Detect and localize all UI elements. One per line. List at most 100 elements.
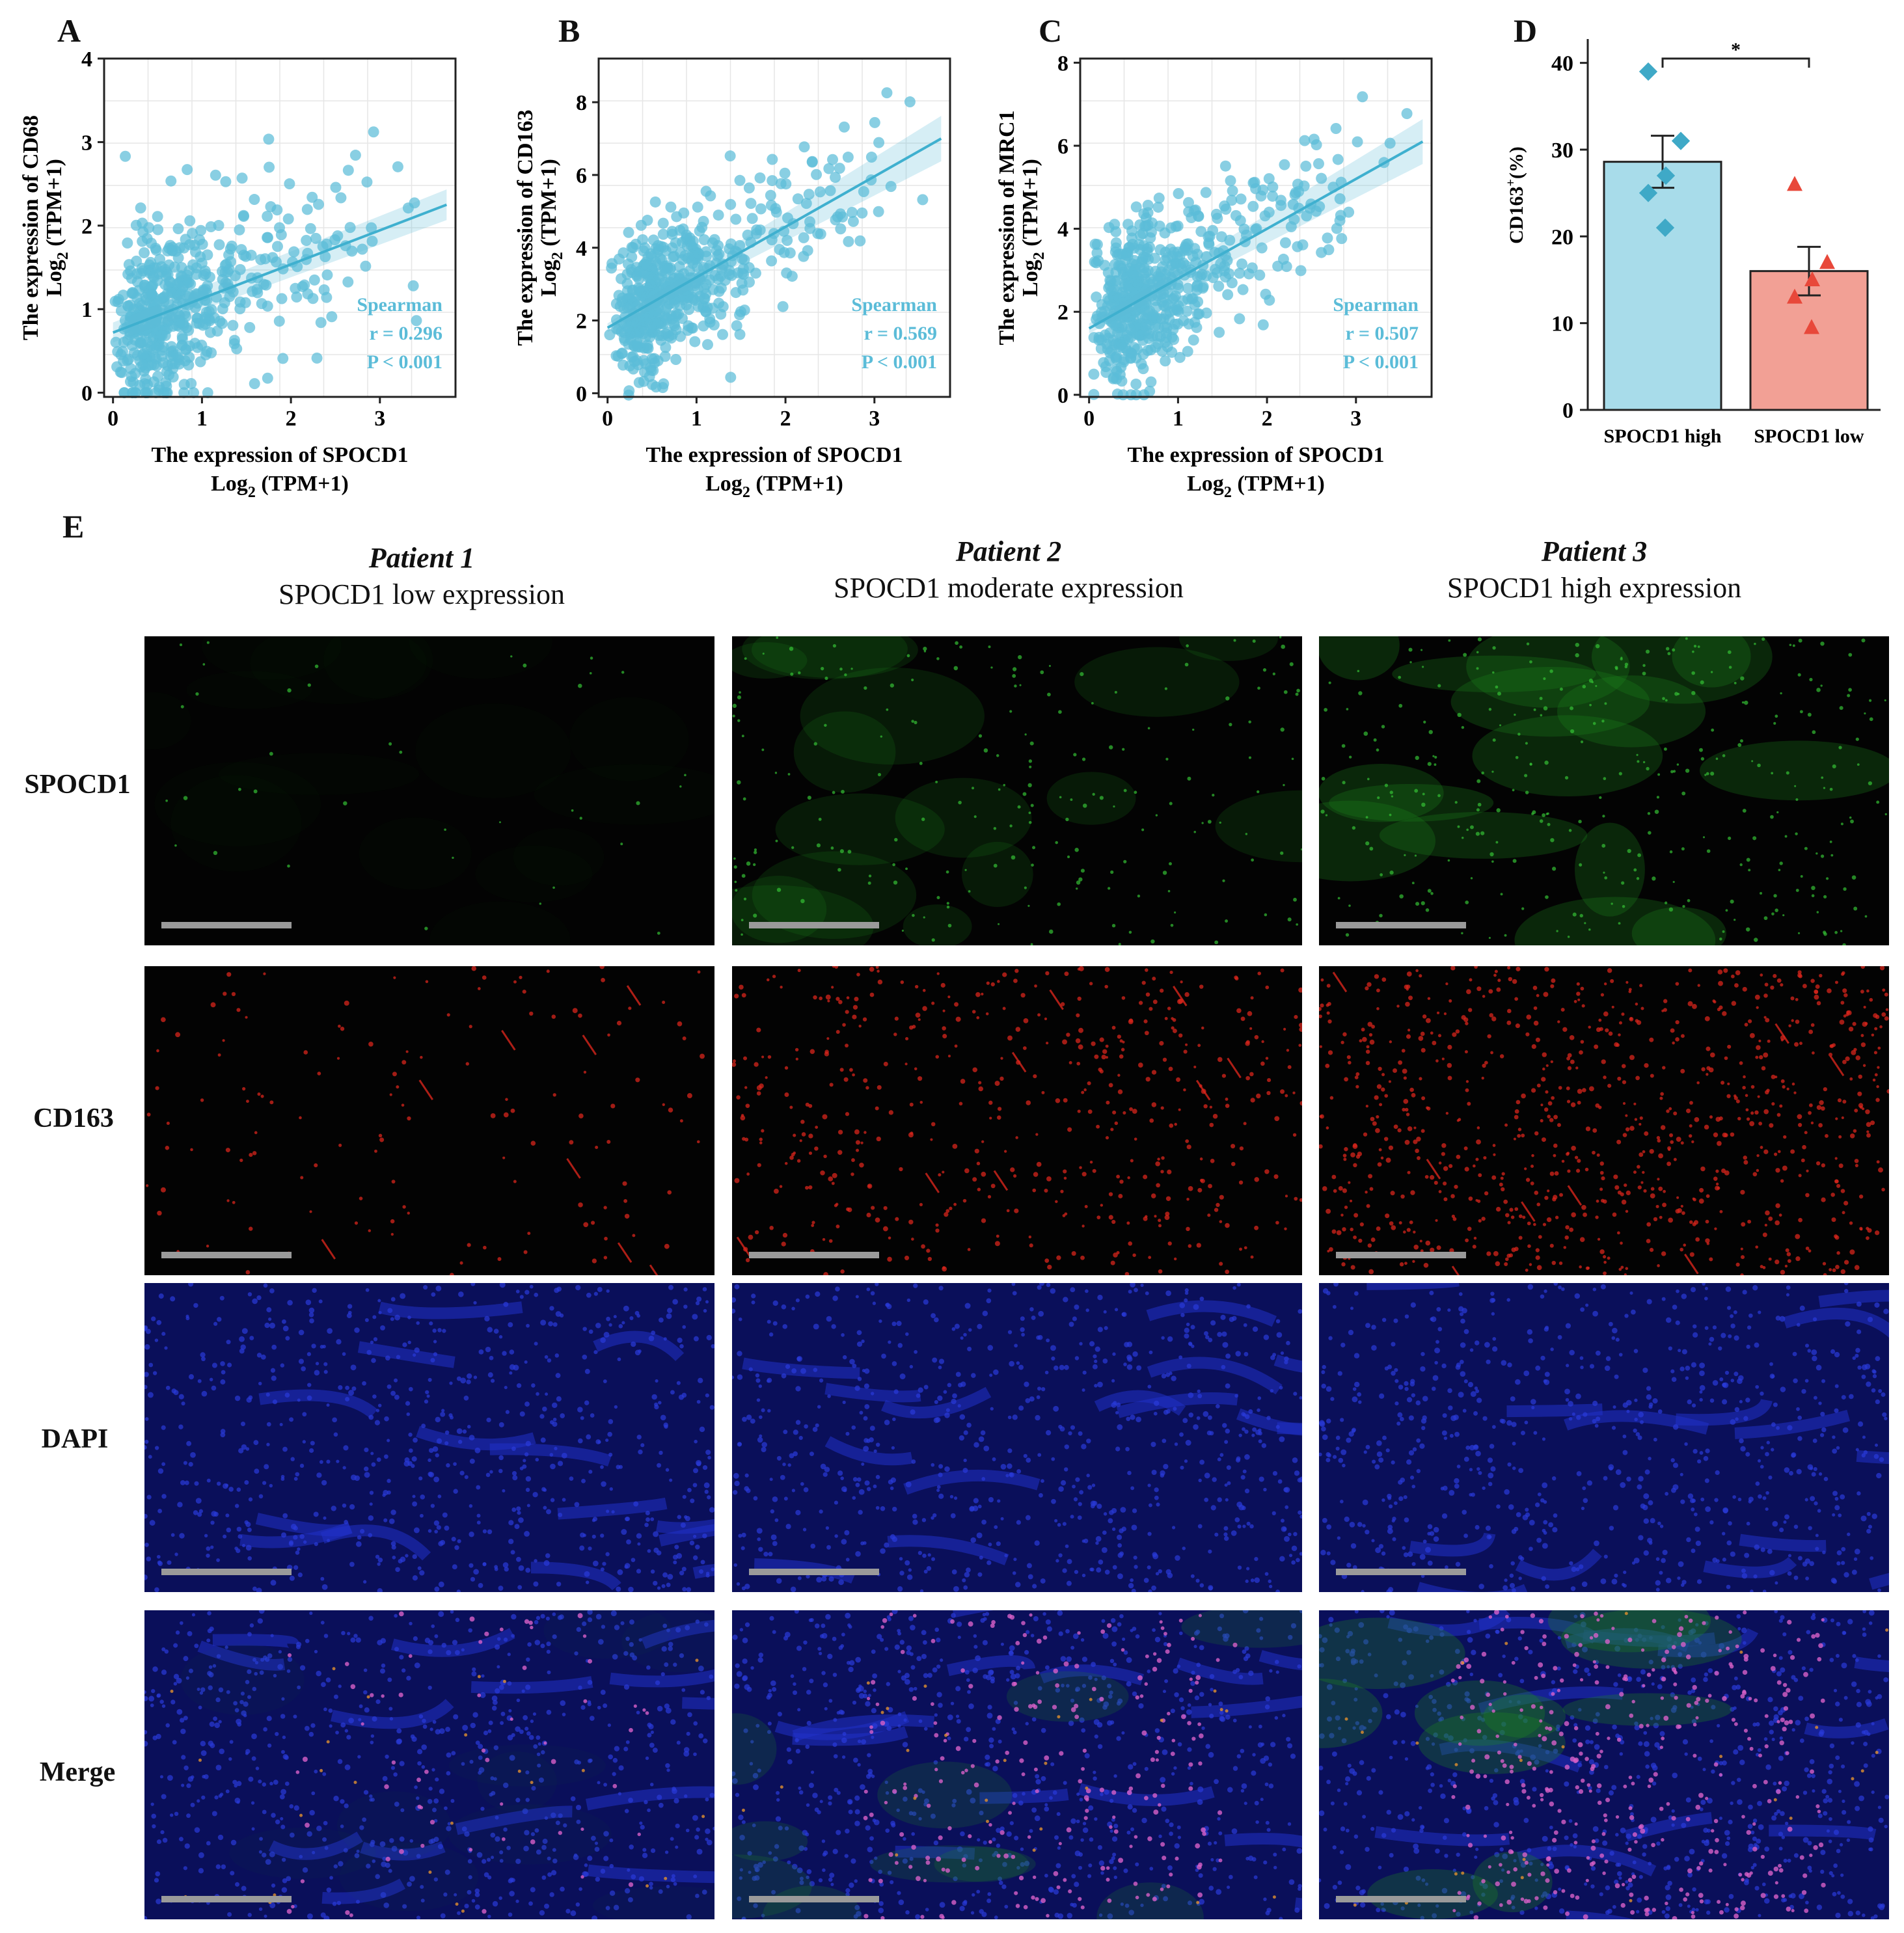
data-point xyxy=(165,277,176,288)
data-point xyxy=(1201,270,1212,282)
data-point xyxy=(681,291,693,303)
data-point xyxy=(613,290,625,301)
y-tick-label: 6 xyxy=(576,164,587,188)
data-point xyxy=(1267,181,1279,193)
data-point xyxy=(213,220,224,232)
data-point xyxy=(745,198,757,210)
data-point xyxy=(638,355,649,366)
data-point xyxy=(234,224,245,236)
data-point xyxy=(240,250,252,262)
points-c xyxy=(1088,91,1413,401)
data-point xyxy=(217,303,228,315)
data-point xyxy=(139,279,150,291)
data-point xyxy=(1288,213,1300,225)
scale-bar xyxy=(161,1896,292,1902)
x-tick-label: 0 xyxy=(602,407,613,431)
data-point xyxy=(610,298,622,310)
data-point xyxy=(157,292,169,304)
micrograph-texture xyxy=(1319,636,1889,945)
data-point xyxy=(715,308,727,320)
data-point xyxy=(109,295,121,307)
micrograph-spocd1-patient-2 xyxy=(732,636,1302,945)
data-point xyxy=(1343,206,1355,218)
data-point xyxy=(1186,211,1197,223)
data-point xyxy=(1168,334,1180,345)
data-point xyxy=(696,221,708,233)
data-point xyxy=(1179,241,1191,252)
row-label-spocd1: SPOCD1 xyxy=(24,770,131,800)
data-point xyxy=(184,215,196,226)
scale-bar xyxy=(1336,1569,1466,1575)
data-point xyxy=(646,288,657,300)
data-point xyxy=(177,280,189,292)
data-point xyxy=(811,169,823,180)
stat-method: Spearman xyxy=(357,294,442,316)
data-point xyxy=(332,230,344,242)
data-point-high xyxy=(1671,131,1691,150)
data-point-low xyxy=(1787,176,1802,191)
data-point xyxy=(1170,258,1182,269)
y-tick-label: 4 xyxy=(1057,218,1068,242)
panel-label-a: A xyxy=(57,12,81,49)
data-point xyxy=(1401,108,1413,120)
data-point xyxy=(1091,247,1103,259)
data-point xyxy=(144,259,156,271)
data-point xyxy=(297,280,308,292)
data-point xyxy=(125,299,137,311)
data-point xyxy=(1299,135,1311,146)
data-point xyxy=(681,299,692,311)
data-point xyxy=(178,387,190,399)
data-point xyxy=(1152,201,1164,213)
data-point xyxy=(262,232,273,243)
data-point xyxy=(256,298,267,310)
data-point xyxy=(847,215,859,227)
y-tick-label: 4 xyxy=(576,237,587,261)
data-point xyxy=(1192,296,1204,308)
data-point xyxy=(767,175,778,187)
data-point xyxy=(631,327,642,338)
data-point xyxy=(301,235,312,247)
data-point xyxy=(192,342,204,353)
data-point xyxy=(717,329,729,340)
data-point xyxy=(767,154,778,165)
x-axis-unit: Log2 (TPM+1) xyxy=(705,472,843,501)
data-point xyxy=(148,376,159,388)
data-point xyxy=(778,247,790,258)
data-point xyxy=(1117,286,1128,298)
data-point xyxy=(869,116,880,128)
stat-r: r = 0.507 xyxy=(1346,323,1419,344)
y-tick-label: 0 xyxy=(1057,384,1068,408)
data-point xyxy=(1257,184,1269,196)
micrograph-merge-patient-2 xyxy=(732,1610,1302,1919)
data-point xyxy=(141,336,153,348)
data-point xyxy=(1126,347,1137,359)
data-point xyxy=(1095,343,1107,355)
data-point xyxy=(271,204,283,216)
data-point xyxy=(1173,300,1184,312)
data-point xyxy=(194,234,206,246)
x-tick-label: 3 xyxy=(1350,407,1361,431)
data-point xyxy=(161,380,172,392)
data-point xyxy=(180,344,192,355)
data-point xyxy=(1191,284,1203,296)
data-point xyxy=(1235,193,1247,205)
data-point xyxy=(1219,160,1231,172)
data-point xyxy=(262,372,273,384)
data-point xyxy=(247,286,258,297)
panel-label-c: C xyxy=(1039,12,1063,49)
data-point xyxy=(142,387,154,399)
scale-bar xyxy=(749,1569,879,1575)
micrograph-texture xyxy=(732,966,1302,1275)
data-point xyxy=(128,327,139,338)
data-point xyxy=(713,210,724,221)
data-point xyxy=(683,320,694,332)
y-tick-label: 0 xyxy=(576,382,587,406)
data-point xyxy=(166,358,178,370)
data-point xyxy=(873,206,884,217)
patient-2-header: Patient 2 SPOCD1 moderate expression xyxy=(716,534,1301,606)
data-point xyxy=(755,203,767,215)
data-point xyxy=(1110,237,1122,249)
category-label: SPOCD1 high xyxy=(1604,426,1722,447)
micrograph-texture xyxy=(144,1283,714,1592)
data-point xyxy=(1088,368,1100,380)
